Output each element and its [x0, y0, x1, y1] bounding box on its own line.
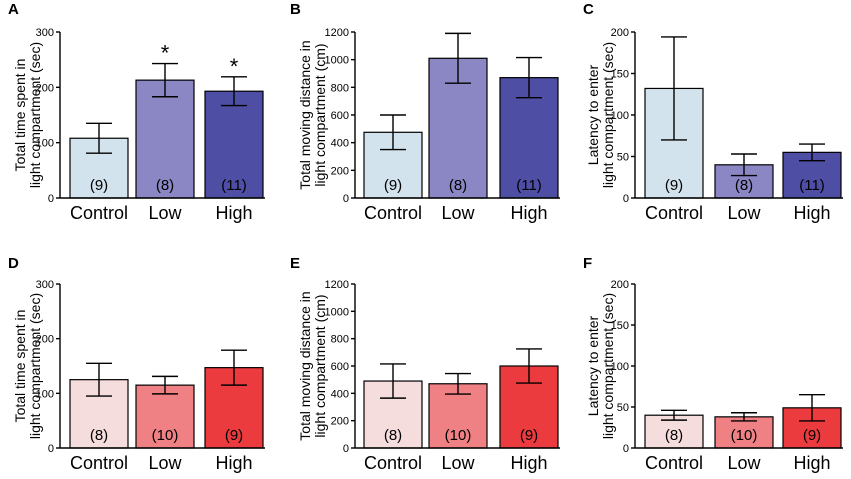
category-label: Low — [727, 453, 761, 473]
sample-size-label: (10) — [445, 427, 472, 444]
category-label: High — [510, 203, 547, 223]
y-tick-label: 0 — [623, 193, 629, 205]
sample-size-label: (9) — [384, 177, 402, 194]
sample-size-label: (10) — [152, 427, 179, 444]
category-label: High — [215, 203, 252, 223]
y-tick-label: 400 — [331, 138, 349, 150]
y-tick-label: 600 — [331, 361, 349, 373]
y-tick-label: 0 — [623, 443, 629, 455]
y-tick-label: 1000 — [325, 306, 349, 318]
sample-size-label: (9) — [225, 427, 243, 444]
y-axis-label: light compartment (sec) — [27, 42, 43, 188]
sample-size-label: (8) — [735, 177, 753, 194]
y-axis-label: Total time spent in — [12, 59, 28, 172]
y-tick-label: 300 — [36, 27, 54, 39]
y-tick-label: 200 — [611, 279, 629, 291]
y-tick-label: 300 — [36, 279, 54, 291]
y-tick-label: 0 — [343, 443, 349, 455]
y-axis-label: Latency to enter — [585, 64, 601, 165]
y-tick-label: 100 — [611, 110, 629, 122]
sample-size-label: (11) — [799, 177, 825, 194]
sample-size-label: (9) — [520, 427, 538, 444]
sample-size-label: (8) — [665, 427, 683, 444]
y-axis-label: light compartment (cm) — [312, 43, 328, 186]
y-tick-label: 800 — [331, 334, 349, 346]
y-tick-label: 0 — [48, 193, 54, 205]
y-axis-label: light compartment (cm) — [312, 294, 328, 437]
significance-marker: * — [230, 54, 239, 79]
y-tick-label: 50 — [617, 402, 629, 414]
y-tick-label: 1200 — [325, 279, 349, 291]
y-axis-label: Total moving distance in — [297, 40, 313, 189]
y-tick-label: 200 — [331, 416, 349, 428]
significance-marker: * — [161, 41, 170, 66]
y-axis-label: light compartment (sec) — [600, 42, 616, 188]
category-label: High — [510, 453, 547, 473]
panel-letter: A — [8, 1, 19, 18]
y-tick-label: 100 — [611, 361, 629, 373]
panel-e: E Total moving distance in light compartme… — [290, 255, 560, 473]
y-tick-label: 200 — [36, 334, 54, 346]
y-axis-label: light compartment (sec) — [600, 293, 616, 439]
y-tick-label: 400 — [331, 388, 349, 400]
sample-size-label: (8) — [449, 177, 467, 194]
y-tick-label: 0 — [343, 193, 349, 205]
category-label: High — [793, 453, 830, 473]
y-tick-label: 100 — [36, 138, 54, 150]
y-tick-label: 200 — [331, 165, 349, 177]
sample-size-label: (11) — [516, 177, 542, 194]
category-label: High — [215, 453, 252, 473]
category-label: Control — [645, 203, 703, 223]
category-label: Low — [148, 203, 182, 223]
panel-letter: B — [290, 1, 301, 18]
sample-size-label: (8) — [90, 427, 108, 444]
y-tick-label: 0 — [48, 443, 54, 455]
sample-size-label: (9) — [665, 177, 683, 194]
sample-size-label: (9) — [90, 177, 108, 194]
category-label: Low — [441, 453, 475, 473]
category-label: Control — [70, 453, 128, 473]
category-label: Low — [441, 203, 475, 223]
y-tick-label: 200 — [611, 27, 629, 39]
sample-size-label: (10) — [731, 427, 758, 444]
panel-letter: F — [583, 255, 592, 272]
panel-f: F Latency to enter light compartment (sec)… — [583, 255, 843, 473]
panel-c: C Latency to enter light compartment (sec)… — [583, 1, 843, 223]
y-tick-label: 150 — [611, 69, 629, 81]
category-label: Control — [364, 453, 422, 473]
y-tick-label: 800 — [331, 82, 349, 94]
y-axis-label: light compartment (sec) — [27, 293, 43, 439]
y-axis-label: Latency to enter — [585, 315, 601, 416]
y-tick-label: 50 — [617, 152, 629, 164]
panel-d: D Total time spent in light compartment (s… — [8, 255, 265, 473]
y-axis-label: Total time spent in — [12, 310, 28, 423]
category-label: Low — [727, 203, 761, 223]
panel-b: B Total moving distance in light compartme… — [290, 1, 560, 223]
category-label: Control — [364, 203, 422, 223]
y-tick-label: 600 — [331, 110, 349, 122]
y-tick-label: 1200 — [325, 27, 349, 39]
category-label: Control — [645, 453, 703, 473]
category-label: Low — [148, 453, 182, 473]
panel-a: A Total time spent in light compartment (s… — [8, 1, 265, 223]
y-tick-label: 200 — [36, 82, 54, 94]
panel-letter: C — [583, 1, 594, 18]
category-label: High — [793, 203, 830, 223]
bar-control — [69, 379, 129, 449]
y-axis-label: Total moving distance in — [297, 291, 313, 440]
panel-letter: E — [290, 255, 300, 272]
bar-high — [204, 90, 264, 199]
sample-size-label: (11) — [221, 177, 247, 194]
sample-size-label: (8) — [384, 427, 402, 444]
sample-size-label: (8) — [156, 177, 174, 194]
y-tick-label: 150 — [611, 320, 629, 332]
category-label: Control — [70, 203, 128, 223]
panel-letter: D — [8, 255, 19, 272]
sample-size-label: (9) — [803, 427, 821, 444]
y-tick-label: 1000 — [325, 55, 349, 67]
y-tick-label: 100 — [36, 388, 54, 400]
